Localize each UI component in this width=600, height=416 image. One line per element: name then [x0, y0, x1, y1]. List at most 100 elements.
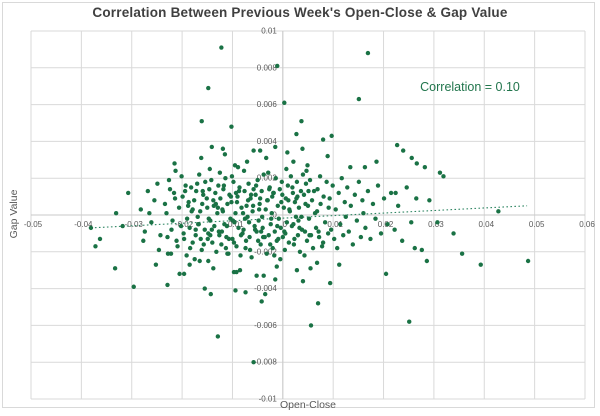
scatter-point [258, 242, 263, 247]
scatter-point [206, 85, 211, 91]
scatter-point [198, 236, 203, 242]
scatter-point [253, 183, 259, 188]
scatter-point [409, 220, 414, 225]
x-tick-label: -0.04 [74, 220, 93, 229]
correlation-annotation: Correlation = 0.10 [420, 80, 520, 94]
scatter-point [215, 334, 221, 339]
scatter-point [330, 183, 335, 188]
scatter-point [271, 190, 276, 196]
scatter-point [291, 242, 297, 247]
scatter-point [424, 258, 430, 264]
scatter-point [213, 201, 219, 207]
scatter-point [93, 244, 98, 249]
scatter-point [288, 174, 294, 179]
scatter-point [319, 244, 325, 249]
scatter-point [343, 214, 348, 220]
scatter-point [310, 245, 316, 251]
scatter-point [283, 231, 288, 236]
scatter-point [345, 185, 350, 190]
scatter-point [279, 199, 284, 205]
scatter-point [131, 284, 136, 289]
scatter-point [324, 179, 329, 185]
scatter-point [354, 218, 360, 223]
x-axis-title: Open-Close [279, 399, 337, 411]
scatter-point [185, 203, 191, 208]
scatter-point [278, 225, 284, 231]
scatter-point [427, 198, 432, 203]
scatter-point [156, 247, 162, 253]
scatter-point [400, 148, 406, 153]
scatter-point [232, 163, 238, 168]
scatter-point [229, 174, 235, 179]
scatter-point [174, 238, 179, 243]
x-tick-label: 0.04 [478, 220, 494, 229]
scatter-point [273, 144, 278, 150]
scatter-point [333, 207, 338, 212]
scatter-point [307, 233, 312, 238]
scatter-point [257, 201, 262, 207]
scatter-point [120, 223, 125, 229]
scatter-point [169, 227, 174, 232]
scatter-point [342, 199, 347, 205]
scatter-point [263, 207, 268, 212]
scatter-point [206, 258, 211, 264]
scatter-point [152, 198, 157, 203]
scatter-point [338, 222, 343, 227]
scatter-point [257, 148, 263, 153]
scatter-point [393, 190, 398, 196]
scatter-point [296, 205, 302, 210]
scatter-point [259, 214, 265, 220]
scatter-point [361, 210, 366, 216]
y-tick-label: 0.002 [257, 174, 278, 183]
scatter-point [172, 161, 177, 166]
scatter-point [325, 231, 331, 236]
scatter-point [296, 218, 301, 223]
scatter-point [360, 198, 365, 203]
scatter-point [208, 233, 213, 238]
scatter-point [325, 153, 330, 159]
y-tick-label: -0.006 [254, 321, 277, 330]
scatter-point [209, 177, 214, 183]
scatter-point [223, 176, 228, 181]
scatter-point [171, 190, 177, 196]
scatter-point [309, 198, 315, 203]
scatter-point [249, 255, 254, 260]
scatter-point [294, 131, 299, 137]
scatter-point [356, 96, 362, 102]
scatter-point [215, 210, 220, 216]
scatter-point [113, 210, 119, 216]
y-tick-label: 0.01 [261, 27, 277, 36]
scatter-point [259, 299, 264, 304]
scatter-point [350, 242, 356, 247]
scatter-point [295, 194, 300, 199]
scatter-point [313, 225, 319, 231]
scatter-point [293, 214, 299, 220]
scatter-point [238, 253, 243, 258]
scatter-point [236, 188, 242, 194]
scatter-point [158, 233, 163, 238]
scatter-point [299, 214, 304, 220]
y-tick-label: 0.004 [257, 137, 278, 146]
scatter-point [404, 185, 409, 190]
y-tick-label: 0.008 [257, 63, 278, 72]
scatter-point [317, 174, 323, 179]
scatter-point [307, 177, 313, 183]
scatter-point [292, 199, 298, 205]
scatter-point [282, 247, 288, 253]
scatter-point [175, 244, 180, 249]
scatter-point [193, 227, 198, 232]
scatter-point [248, 192, 254, 197]
scatter-point [291, 222, 296, 227]
scatter-point [252, 223, 257, 229]
chart-title: Correlation Between Previous Week's Open… [92, 5, 508, 20]
scatter-point [394, 142, 400, 148]
scatter-point [209, 144, 215, 150]
scatter-point [200, 201, 205, 207]
scatter-point [213, 190, 218, 196]
scatter-point [153, 262, 159, 267]
scatter-point [356, 179, 362, 185]
scatter-point [304, 238, 310, 243]
scatter-point [223, 245, 229, 251]
scatter-point [230, 218, 236, 223]
scatter-point [245, 198, 251, 203]
